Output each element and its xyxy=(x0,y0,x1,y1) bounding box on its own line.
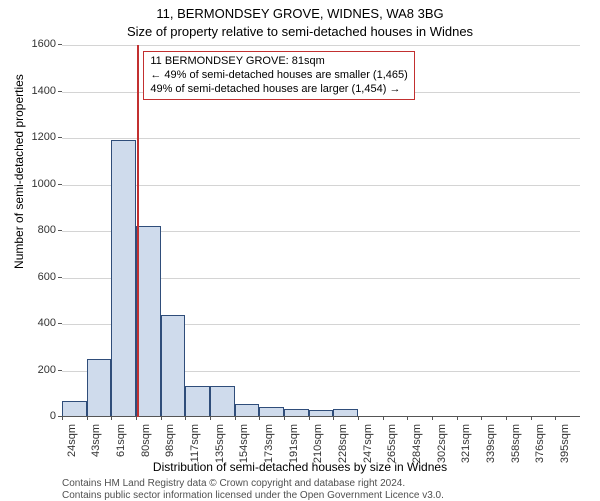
xtick-label: 284sqm xyxy=(411,424,423,463)
plot-area: 11 BERMONDSEY GROVE: 81sqm ← 49% of semi… xyxy=(62,44,580,417)
xtick-label: 24sqm xyxy=(66,424,78,457)
bar xyxy=(185,386,210,417)
chart-title-address: 11, BERMONDSEY GROVE, WIDNES, WA8 3BG xyxy=(0,6,600,21)
xtick-label: 265sqm xyxy=(386,424,398,463)
ytick-label: 800 xyxy=(16,224,56,236)
y-axis-label: Number of semi-detached properties xyxy=(12,74,26,269)
xtick-label: 395sqm xyxy=(559,424,571,463)
ytick-label: 0 xyxy=(16,410,56,422)
bar xyxy=(136,226,161,417)
xtick-label: 61sqm xyxy=(115,424,127,457)
xtick-label: 154sqm xyxy=(238,424,250,463)
bar xyxy=(161,315,186,417)
xtick-label: 302sqm xyxy=(436,424,448,463)
ytick-label: 1600 xyxy=(16,38,56,50)
xtick-label: 191sqm xyxy=(288,424,300,463)
xtick-label: 376sqm xyxy=(534,424,546,463)
gridline xyxy=(62,45,580,46)
annotation-line2: ← 49% of semi-detached houses are smalle… xyxy=(150,69,407,83)
chart-title-description: Size of property relative to semi-detach… xyxy=(0,24,600,39)
ytick-label: 1400 xyxy=(16,85,56,97)
bar xyxy=(87,359,112,417)
ytick-label: 200 xyxy=(16,364,56,376)
bar xyxy=(210,386,235,417)
ytick-label: 600 xyxy=(16,271,56,283)
gridline xyxy=(62,138,580,139)
footer-line2: Contains public sector information licen… xyxy=(62,490,444,501)
annotation-line1: 11 BERMONDSEY GROVE: 81sqm xyxy=(150,55,407,69)
chart-container: 11, BERMONDSEY GROVE, WIDNES, WA8 3BG Si… xyxy=(0,0,600,500)
annotation-box: 11 BERMONDSEY GROVE: 81sqm ← 49% of semi… xyxy=(143,51,414,100)
reference-line xyxy=(137,45,139,417)
xtick-label: 210sqm xyxy=(312,424,324,463)
bar xyxy=(111,140,136,417)
xtick-label: 247sqm xyxy=(362,424,374,463)
xtick-label: 43sqm xyxy=(90,424,102,457)
x-axis-line xyxy=(62,416,580,417)
xtick-label: 80sqm xyxy=(140,424,152,457)
x-axis-label: Distribution of semi-detached houses by … xyxy=(0,460,600,474)
xtick-label: 339sqm xyxy=(485,424,497,463)
bar xyxy=(62,401,87,417)
annotation-line3: 49% of semi-detached houses are larger (… xyxy=(150,83,407,97)
xtick-label: 321sqm xyxy=(460,424,472,463)
xtick-label: 228sqm xyxy=(337,424,349,463)
ytick-label: 400 xyxy=(16,317,56,329)
footer-line1: Contains HM Land Registry data © Crown c… xyxy=(62,478,405,489)
xtick-label: 358sqm xyxy=(510,424,522,463)
ytick-label: 1000 xyxy=(16,178,56,190)
xtick-label: 98sqm xyxy=(164,424,176,457)
gridline xyxy=(62,185,580,186)
xtick-label: 173sqm xyxy=(263,424,275,463)
ytick-label: 1200 xyxy=(16,131,56,143)
xtick-label: 117sqm xyxy=(189,424,201,462)
xtick-label: 135sqm xyxy=(214,424,226,463)
